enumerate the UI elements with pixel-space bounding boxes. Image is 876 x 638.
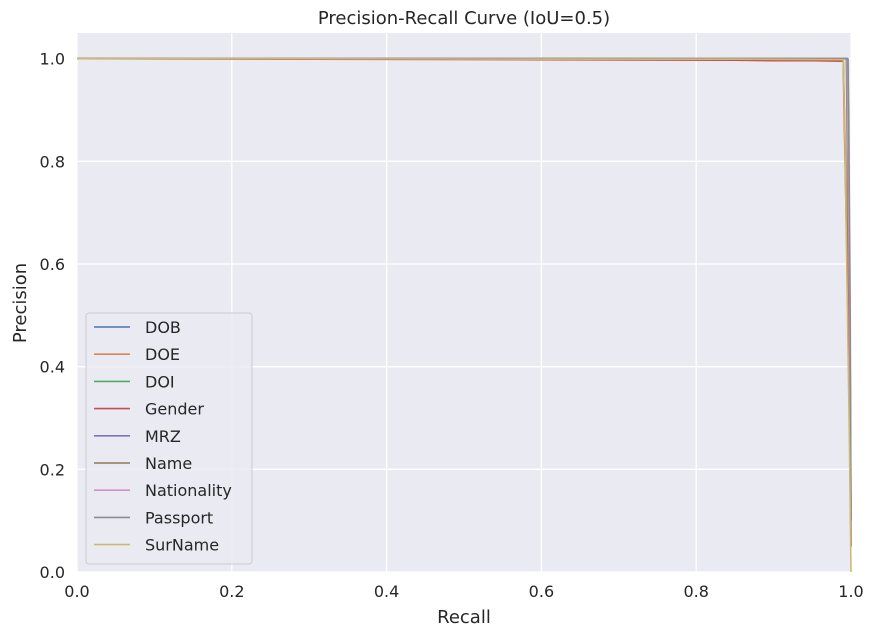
- y-tick-label: 0.2: [40, 460, 65, 479]
- y-tick-labels: 0.0 0.2 0.4 0.6 0.8 1.0: [40, 50, 65, 582]
- x-tick-label: 0.4: [374, 582, 399, 601]
- legend-label: Nationality: [145, 481, 232, 500]
- y-tick-label: 0.4: [40, 358, 65, 377]
- legend-label: Name: [145, 454, 192, 473]
- legend-label: MRZ: [145, 427, 181, 446]
- legend-label: DOE: [145, 345, 180, 364]
- legend-label: Passport: [145, 508, 213, 527]
- legend-label: Gender: [145, 400, 204, 419]
- legend-label: SurName: [145, 536, 219, 555]
- x-tick-label: 0.0: [64, 582, 89, 601]
- series-lines: [76, 57, 852, 573]
- y-axis-label: Precision: [10, 263, 31, 343]
- x-tick-label: 0.8: [683, 582, 708, 601]
- x-tick-label: 0.2: [219, 582, 244, 601]
- y-tick-label: 0.8: [40, 152, 65, 171]
- legend: DOB DOE DOI Gender MRZ Name Nationality Passpor…: [85, 312, 253, 565]
- y-tick-label: 0.6: [40, 255, 65, 274]
- y-tick-label: 0.0: [40, 563, 65, 582]
- legend-box: [85, 312, 253, 565]
- x-tick-label: 0.6: [529, 582, 554, 601]
- x-tick-label: 1.0: [838, 582, 863, 601]
- legend-label: DOB: [145, 318, 181, 337]
- series-line-surname: [77, 57, 852, 573]
- legend-label: DOI: [145, 372, 175, 391]
- x-tick-labels: 0.0 0.2 0.4 0.6 0.8 1.0: [64, 582, 863, 601]
- y-tick-label: 1.0: [40, 50, 65, 69]
- chart-title: Precision-Recall Curve (IoU=0.5): [318, 8, 610, 29]
- x-axis-label: Recall: [437, 607, 491, 628]
